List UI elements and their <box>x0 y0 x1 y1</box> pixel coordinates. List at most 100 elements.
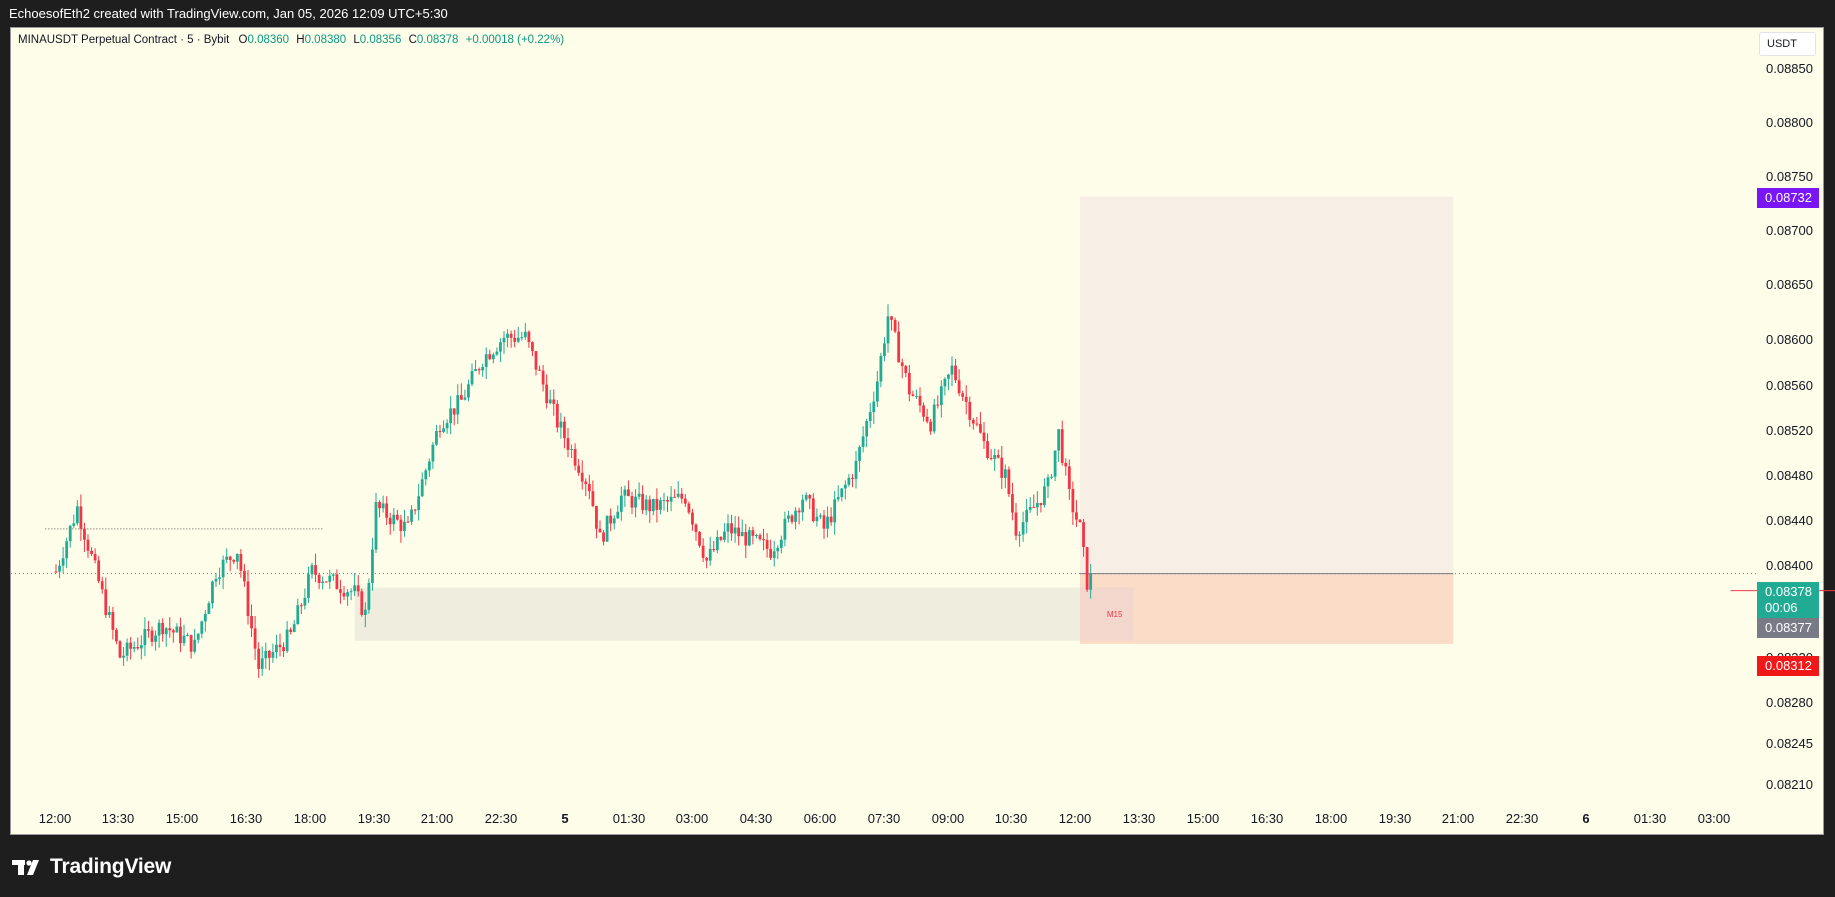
tradingview-brand: TradingView <box>50 855 172 878</box>
candle-body <box>104 589 108 616</box>
candle-body <box>275 644 278 653</box>
price-tick-label: 0.08800 <box>1766 115 1813 130</box>
candle-body <box>683 498 687 504</box>
currency-unit-button[interactable]: USDT <box>1759 32 1816 56</box>
candle-body <box>107 612 111 616</box>
candle-body <box>257 648 261 669</box>
price-tick-label: 0.08520 <box>1766 423 1813 438</box>
time-tick-label: 21:00 <box>421 811 454 826</box>
candle-body <box>495 351 499 355</box>
candle-body <box>691 512 694 525</box>
candle-body <box>609 515 613 524</box>
candle-body <box>516 337 520 342</box>
candle-body <box>385 503 389 518</box>
candle-body <box>54 571 58 573</box>
candle-body <box>687 503 691 513</box>
candle-body <box>189 634 193 652</box>
time-tick-label: 22:30 <box>485 811 518 826</box>
candle-body <box>186 634 189 636</box>
candle-body <box>278 644 282 648</box>
candle-body <box>356 585 360 592</box>
time-tick-label: 22:30 <box>1506 811 1539 826</box>
candle-body <box>90 550 93 554</box>
candle-body <box>1060 429 1064 463</box>
candle-body <box>1011 494 1014 513</box>
position-stop-area <box>1080 573 1454 644</box>
candle-body <box>395 514 399 520</box>
close-value: 0.08378 <box>416 34 459 46</box>
position-target-area <box>1080 196 1454 574</box>
tradingview-logo[interactable]: TradingView <box>12 852 171 882</box>
candle-body <box>502 337 506 343</box>
candle-body <box>456 395 460 415</box>
candle-body <box>452 408 456 415</box>
candle-body <box>605 515 609 542</box>
candle-body <box>118 641 122 658</box>
candle-body <box>1082 522 1085 548</box>
candle-body <box>488 354 492 360</box>
candle-body <box>132 646 136 649</box>
candle-body <box>363 609 367 615</box>
candle-body <box>829 516 833 523</box>
candle-body <box>58 565 61 572</box>
candle-body <box>171 630 175 633</box>
candle-body <box>349 591 353 593</box>
candle-body <box>139 645 143 649</box>
candle-body <box>577 465 581 473</box>
candle-body <box>122 655 125 658</box>
candle-body <box>513 337 517 342</box>
candle-body <box>214 578 218 582</box>
time-tick-label: 03:00 <box>1698 811 1731 826</box>
candle-body <box>790 515 794 522</box>
candle-body <box>701 545 705 558</box>
time-tick-label: 5 <box>561 811 568 826</box>
candle-body <box>150 630 154 642</box>
candle-body <box>360 591 364 615</box>
candle-body <box>548 399 552 404</box>
prev-close-tag: 0.08377 <box>1757 618 1819 638</box>
candle-body <box>342 592 346 597</box>
candle-body <box>858 447 861 461</box>
candle-body <box>307 574 310 598</box>
time-tick-label: 01:30 <box>613 811 646 826</box>
candle-body <box>975 423 979 425</box>
candle-body <box>68 525 72 542</box>
candle-body <box>779 539 783 548</box>
candle-body <box>868 412 872 422</box>
candle-body <box>1075 512 1078 520</box>
candle-body <box>890 316 893 320</box>
chart-frame[interactable] <box>10 27 1824 835</box>
candle-body <box>566 438 570 450</box>
candle-body <box>538 369 541 371</box>
symbol-legend: MINAUSDT Perpetual Contract · 5 · Bybit … <box>18 34 564 46</box>
tradingview-logo-icon <box>12 860 39 875</box>
candle-body <box>1050 476 1053 478</box>
price-tick-label: 0.08560 <box>1766 378 1813 393</box>
candle-body <box>918 395 922 406</box>
candle-body <box>861 436 865 448</box>
candle-body <box>449 408 453 424</box>
price-tick-label: 0.08280 <box>1766 695 1813 710</box>
time-tick-label: 18:00 <box>294 811 327 826</box>
candle-body <box>484 354 488 367</box>
candle-body <box>467 384 470 398</box>
low-value: 0.08356 <box>359 34 402 46</box>
m15-zone-label: M15 <box>1107 610 1123 619</box>
candle-body <box>506 333 509 338</box>
candle-body <box>961 393 965 397</box>
candle-body <box>491 354 495 360</box>
candle-body <box>1007 469 1011 495</box>
candle-body <box>783 518 787 540</box>
candle-body <box>715 536 719 551</box>
candle-body <box>907 373 911 395</box>
candle-body <box>872 401 876 413</box>
candle-body <box>93 553 97 561</box>
candle-body <box>260 658 264 669</box>
candle-body <box>353 585 357 592</box>
candle-body <box>989 457 993 459</box>
candle-body <box>207 603 211 614</box>
candle-body <box>612 518 616 524</box>
candle-body <box>381 503 385 509</box>
candle-body <box>673 496 677 498</box>
